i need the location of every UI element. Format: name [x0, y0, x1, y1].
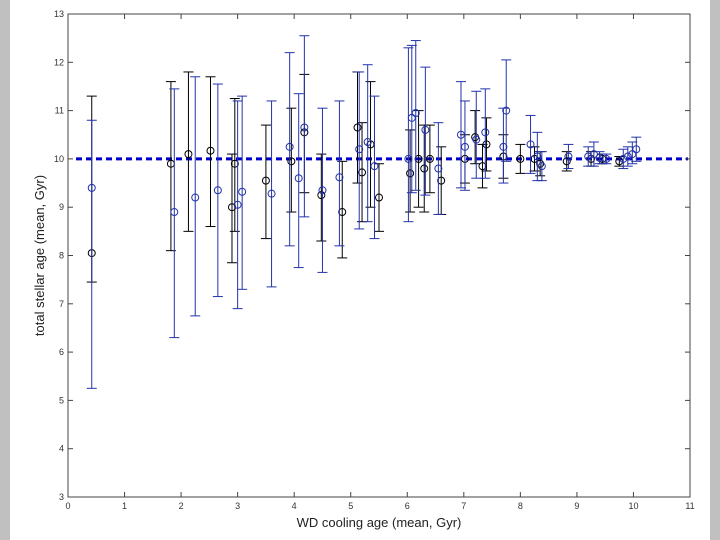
- x-tick-label: 5: [348, 501, 353, 511]
- y-tick-label: 4: [59, 444, 64, 454]
- data-point: [335, 173, 344, 182]
- data-point: [420, 164, 429, 173]
- data-point: [370, 162, 379, 171]
- data-point: [421, 125, 430, 134]
- data-point: [318, 186, 327, 195]
- plot-area: [67, 13, 691, 498]
- x-tick-label: 7: [461, 501, 466, 511]
- data-point: [562, 157, 571, 166]
- x-tick-label: 3: [235, 501, 240, 511]
- data-point: [287, 157, 296, 166]
- data-point: [338, 208, 347, 217]
- data-point: [632, 145, 641, 154]
- y-tick-label: 11: [55, 106, 64, 116]
- data-point: [460, 142, 469, 151]
- data-point: [623, 152, 632, 161]
- data-point: [537, 162, 546, 171]
- data-point: [589, 150, 598, 159]
- y-tick-label: 7: [59, 299, 64, 309]
- y-tick-label: 3: [59, 492, 64, 502]
- data-point: [502, 106, 511, 115]
- data-point: [434, 164, 443, 173]
- data-point: [482, 140, 491, 149]
- y-tick-label: 10: [54, 154, 64, 164]
- data-point: [238, 187, 247, 196]
- data-point: [363, 137, 372, 146]
- x-tick-label: 6: [405, 501, 410, 511]
- data-point: [267, 189, 276, 198]
- data-point: [230, 159, 239, 168]
- x-tick-label: 2: [179, 501, 184, 511]
- data-point: [375, 193, 383, 202]
- x-tick-label: 9: [574, 501, 579, 511]
- x-tick-label: 11: [685, 501, 694, 511]
- x-axis-title: WD cooling age (mean, Gyr): [297, 515, 462, 530]
- data-point: [285, 142, 294, 151]
- x-tick-label: 10: [628, 501, 638, 511]
- data-point: [184, 150, 193, 159]
- data-point: [526, 140, 535, 149]
- data-point: [619, 154, 628, 163]
- data-point: [261, 176, 270, 185]
- data-point: [533, 152, 542, 161]
- x-tick-label: 1: [122, 501, 127, 511]
- y-tick-label: 5: [59, 395, 64, 405]
- y-tick-label: 9: [59, 202, 64, 212]
- data-point: [87, 183, 96, 192]
- series-1: [86, 35, 642, 389]
- data-point: [536, 159, 545, 168]
- data-point: [294, 174, 303, 183]
- data-point: [411, 109, 420, 118]
- y-tick-label: 8: [59, 251, 64, 261]
- data-point: [406, 169, 415, 178]
- data-point: [355, 145, 364, 154]
- data-point: [317, 191, 326, 200]
- data-point: [300, 123, 309, 132]
- data-point: [170, 208, 179, 217]
- x-tick-label: 4: [292, 501, 297, 511]
- data-point: [414, 154, 423, 163]
- y-axis-title: total stellar age (mean, Gyr): [32, 175, 47, 336]
- data-point: [358, 168, 367, 177]
- data-point: [437, 176, 446, 185]
- data-point: [481, 128, 490, 137]
- data-point: [516, 154, 525, 163]
- x-tick-label: 0: [65, 501, 70, 511]
- data-point: [425, 154, 434, 163]
- data-point: [206, 146, 215, 155]
- data-point: [602, 154, 611, 163]
- data-point: [353, 123, 362, 132]
- y-tick-label: 12: [54, 57, 64, 67]
- x-tick-label: 8: [518, 501, 523, 511]
- data-point: [233, 200, 242, 209]
- data-point: [472, 135, 481, 144]
- series-layer: [76, 35, 688, 389]
- data-point: [213, 186, 222, 195]
- data-point: [499, 142, 508, 151]
- y-tick-label: 13: [54, 9, 64, 19]
- data-point: [191, 193, 200, 202]
- y-tick-label: 6: [59, 347, 64, 357]
- data-point: [564, 152, 573, 161]
